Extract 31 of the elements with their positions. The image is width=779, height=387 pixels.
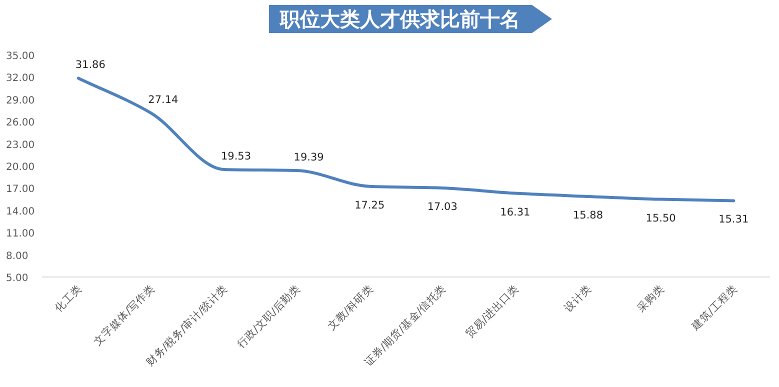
- data-label: 16.31: [500, 206, 530, 218]
- y-tick-label: 5.00: [6, 273, 28, 284]
- x-tick-label: 设计类: [562, 282, 594, 314]
- y-tick-label: 29.00: [6, 95, 35, 106]
- x-tick-label: 文教/科研类: [325, 282, 376, 333]
- data-label: 15.50: [646, 212, 676, 224]
- y-tick-label: 11.00: [6, 228, 35, 240]
- y-tick-label: 8.00: [6, 250, 28, 262]
- line-series: [76, 76, 736, 202]
- data-label: 19.39: [294, 152, 324, 164]
- y-tick-label: 14.00: [6, 206, 35, 218]
- data-label: 15.88: [572, 209, 604, 222]
- x-tick-label: 行政/文职/后勤类: [234, 282, 303, 351]
- y-tick-label: 20.00: [6, 162, 35, 173]
- data-label: 19.53: [220, 150, 252, 162]
- y-tick-label: 35.00: [6, 51, 35, 62]
- x-tick-label: 建筑/工程类: [688, 282, 740, 334]
- data-label: 17.03: [427, 200, 458, 213]
- chart-title: 职位大类人才供求比前十名: [279, 7, 520, 31]
- y-tick-label: 23.00: [6, 140, 35, 151]
- y-tick-label: 17.00: [6, 184, 35, 196]
- x-tick-label: 化工类: [52, 282, 85, 314]
- data-label: 31.86: [75, 59, 106, 72]
- x-tick-label: 采购类: [634, 282, 667, 314]
- x-tick-label: 文字媒体/写作类: [91, 282, 158, 348]
- data-label: 27.14: [148, 94, 179, 106]
- y-tick-label: 32.00: [6, 73, 35, 84]
- data-label: 17.25: [354, 199, 385, 212]
- y-tick-label: 26.00: [6, 118, 35, 129]
- data-label: 15.31: [718, 214, 749, 226]
- x-tick-label: 贸易/进出口类: [462, 282, 522, 340]
